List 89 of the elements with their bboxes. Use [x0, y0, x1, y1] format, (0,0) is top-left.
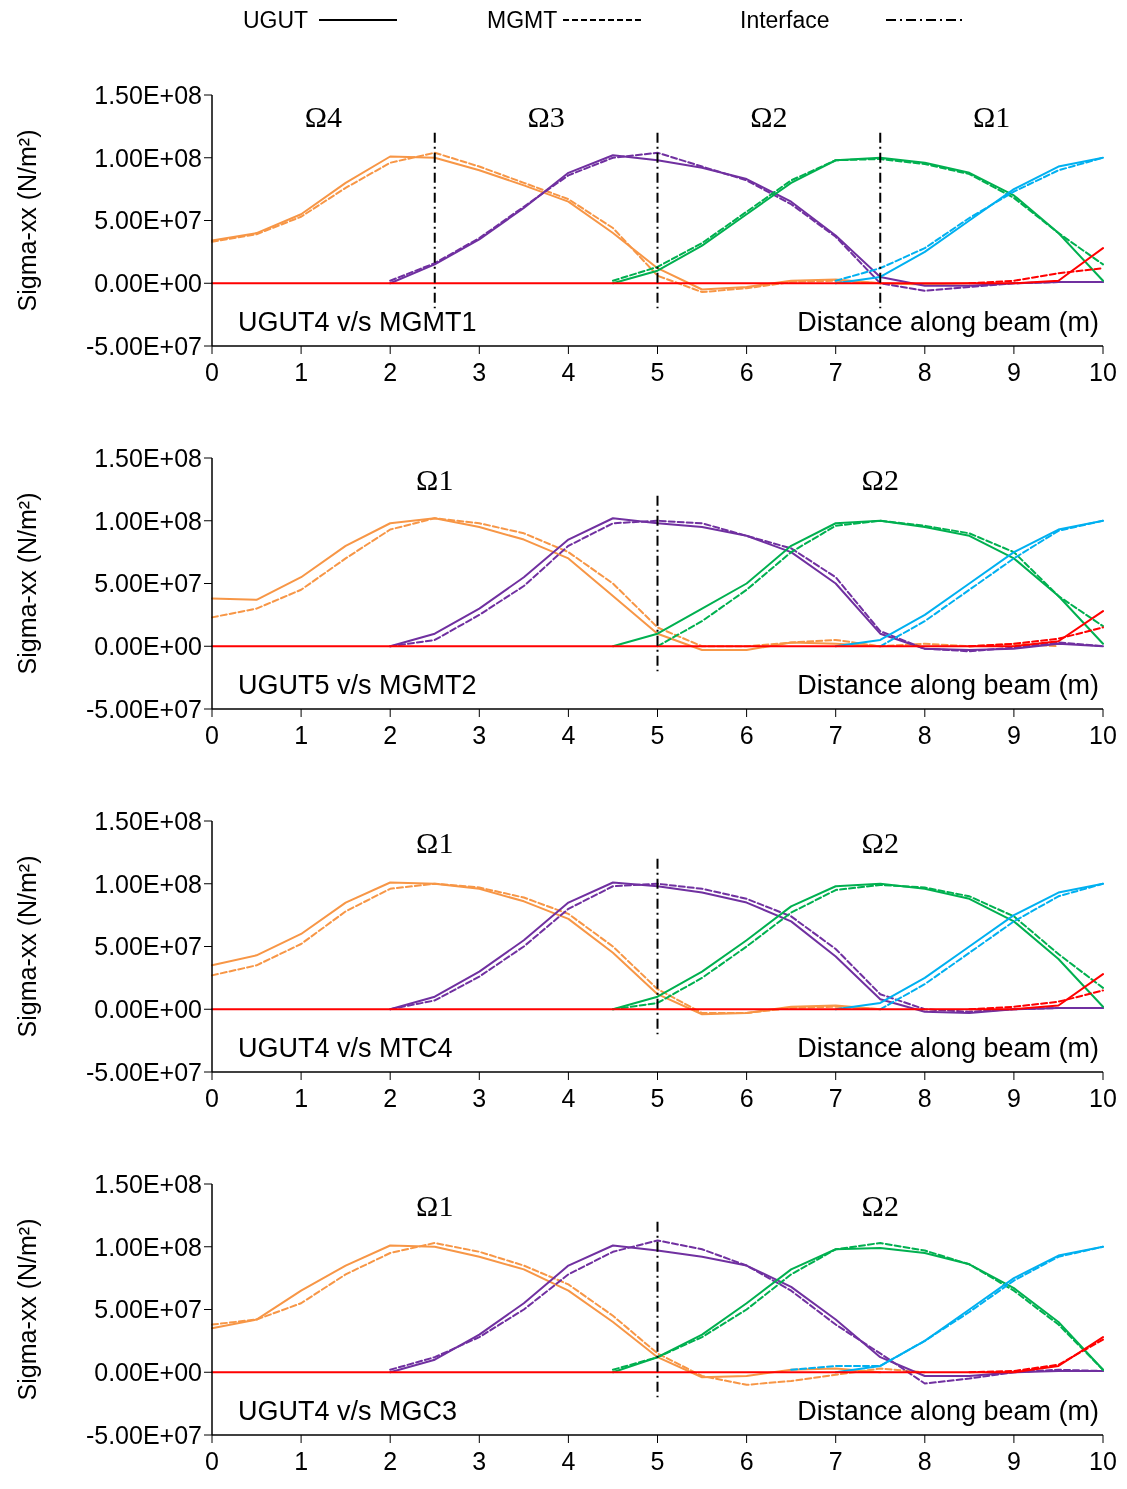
x-tick-label: 5 — [650, 358, 665, 386]
text: Interface — [740, 7, 830, 33]
y-tick-label: -5.00E+07 — [85, 694, 202, 723]
x-tick-label: 0 — [205, 721, 219, 749]
annotation: UGUT4 v/s MTC4 — [238, 1033, 453, 1064]
x-tick-label: 8 — [917, 721, 932, 749]
y-tick-label: 5.00E+07 — [94, 1295, 202, 1324]
x-tick-label: 2 — [383, 1084, 398, 1112]
x-tick-label: 10 — [1089, 1084, 1117, 1112]
x-tick-label: 10 — [1089, 1447, 1117, 1475]
x-tick-label: 4 — [561, 1084, 576, 1112]
annotation: Ω3 — [527, 100, 565, 133]
annotation: Ω1 — [416, 463, 454, 496]
y-tick-label: 5.00E+07 — [94, 932, 202, 961]
x-tick-label: 4 — [561, 358, 576, 386]
x-tick-label: 9 — [1006, 721, 1021, 749]
x-tick-label: 5 — [650, 1084, 665, 1112]
x-tick-label: 4 — [561, 721, 576, 749]
x-tick-label: 0 — [205, 358, 219, 386]
y-tick-label: 1.50E+08 — [94, 806, 202, 835]
x-tick-label: 8 — [917, 358, 932, 386]
x-tick-label: 7 — [828, 721, 843, 749]
x-tick-label: 7 — [828, 358, 843, 386]
x-tick-label: 8 — [917, 1447, 932, 1475]
x-tick-label: 4 — [561, 1447, 576, 1475]
y-tick-label: 1.50E+08 — [94, 443, 202, 472]
y-axis-title: Sigma-xx (N/m²) — [13, 855, 41, 1038]
x-tick-label: 6 — [739, 721, 754, 749]
x-axis-title: Distance along beam (m) — [797, 307, 1099, 338]
x-tick-label: 1 — [294, 1084, 309, 1112]
x-tick-label: 6 — [739, 358, 754, 386]
annotation: Ω2 — [861, 463, 899, 496]
y-tick-label: 5.00E+07 — [94, 206, 202, 235]
x-tick-label: 5 — [650, 721, 665, 749]
y-tick-label: 0.00E+00 — [94, 995, 202, 1023]
y-tick-label: 0.00E+00 — [94, 632, 202, 660]
annotation: Ω2 — [861, 1189, 899, 1222]
annotation: UGUT4 v/s MGMT1 — [238, 307, 477, 338]
x-tick-label: 8 — [917, 1084, 932, 1112]
x-tick-label: 0 — [205, 1447, 219, 1475]
text: UGUT — [243, 7, 309, 33]
y-tick-label: 0.00E+00 — [94, 1358, 202, 1386]
x-tick-label: 10 — [1089, 721, 1117, 749]
y-axis-title: Sigma-xx (N/m²) — [13, 1218, 41, 1401]
x-tick-label: 1 — [294, 358, 309, 386]
y-axis-title: Sigma-xx (N/m²) — [13, 492, 41, 675]
x-tick-label: 6 — [739, 1084, 754, 1112]
annotation: Ω4 — [304, 100, 343, 133]
text: MGMT — [487, 7, 558, 33]
x-tick-label: 1 — [294, 1447, 309, 1475]
annotation: Ω1 — [416, 826, 454, 859]
x-tick-label: 3 — [472, 358, 487, 386]
x-axis-title: Distance along beam (m) — [797, 1396, 1099, 1427]
y-axis-title: Sigma-xx (N/m²) — [13, 129, 41, 312]
annotation: UGUT4 v/s MGC3 — [238, 1396, 458, 1427]
y-tick-label: 1.50E+08 — [94, 80, 202, 109]
x-tick-label: 9 — [1006, 1084, 1021, 1112]
annotation: Ω2 — [861, 826, 899, 859]
y-tick-label: 0.00E+00 — [94, 269, 202, 297]
x-tick-label: 10 — [1089, 358, 1117, 386]
x-tick-label: 5 — [650, 1447, 665, 1475]
y-tick-label: 1.50E+08 — [94, 1169, 202, 1198]
x-tick-label: 9 — [1006, 358, 1021, 386]
x-tick-label: 3 — [472, 1084, 487, 1112]
annotation: Ω1 — [416, 1189, 454, 1222]
y-tick-label: 5.00E+07 — [94, 569, 202, 598]
y-tick-label: 1.00E+08 — [94, 1232, 202, 1261]
y-tick-label: 1.00E+08 — [94, 143, 202, 172]
x-tick-label: 2 — [383, 358, 398, 386]
annotation: Ω2 — [750, 100, 788, 133]
x-axis-title: Distance along beam (m) — [797, 670, 1099, 701]
annotation: UGUT5 v/s MGMT2 — [238, 670, 477, 701]
x-tick-label: 6 — [739, 1447, 754, 1475]
y-tick-label: -5.00E+07 — [85, 331, 202, 360]
y-tick-label: -5.00E+07 — [85, 1420, 202, 1449]
y-tick-label: 1.00E+08 — [94, 506, 202, 535]
x-tick-label: 7 — [828, 1084, 843, 1112]
x-tick-label: 7 — [828, 1447, 843, 1475]
y-tick-label: 1.00E+08 — [94, 869, 202, 898]
x-tick-label: 2 — [383, 721, 398, 749]
x-axis-title: Distance along beam (m) — [797, 1033, 1099, 1064]
x-tick-label: 0 — [205, 1084, 219, 1112]
x-tick-label: 3 — [472, 721, 487, 749]
x-tick-label: 1 — [294, 721, 309, 749]
x-tick-label: 2 — [383, 1447, 398, 1475]
x-tick-label: 3 — [472, 1447, 487, 1475]
annotation: Ω1 — [972, 100, 1011, 133]
y-tick-label: -5.00E+07 — [85, 1057, 202, 1086]
x-tick-label: 9 — [1006, 1447, 1021, 1475]
